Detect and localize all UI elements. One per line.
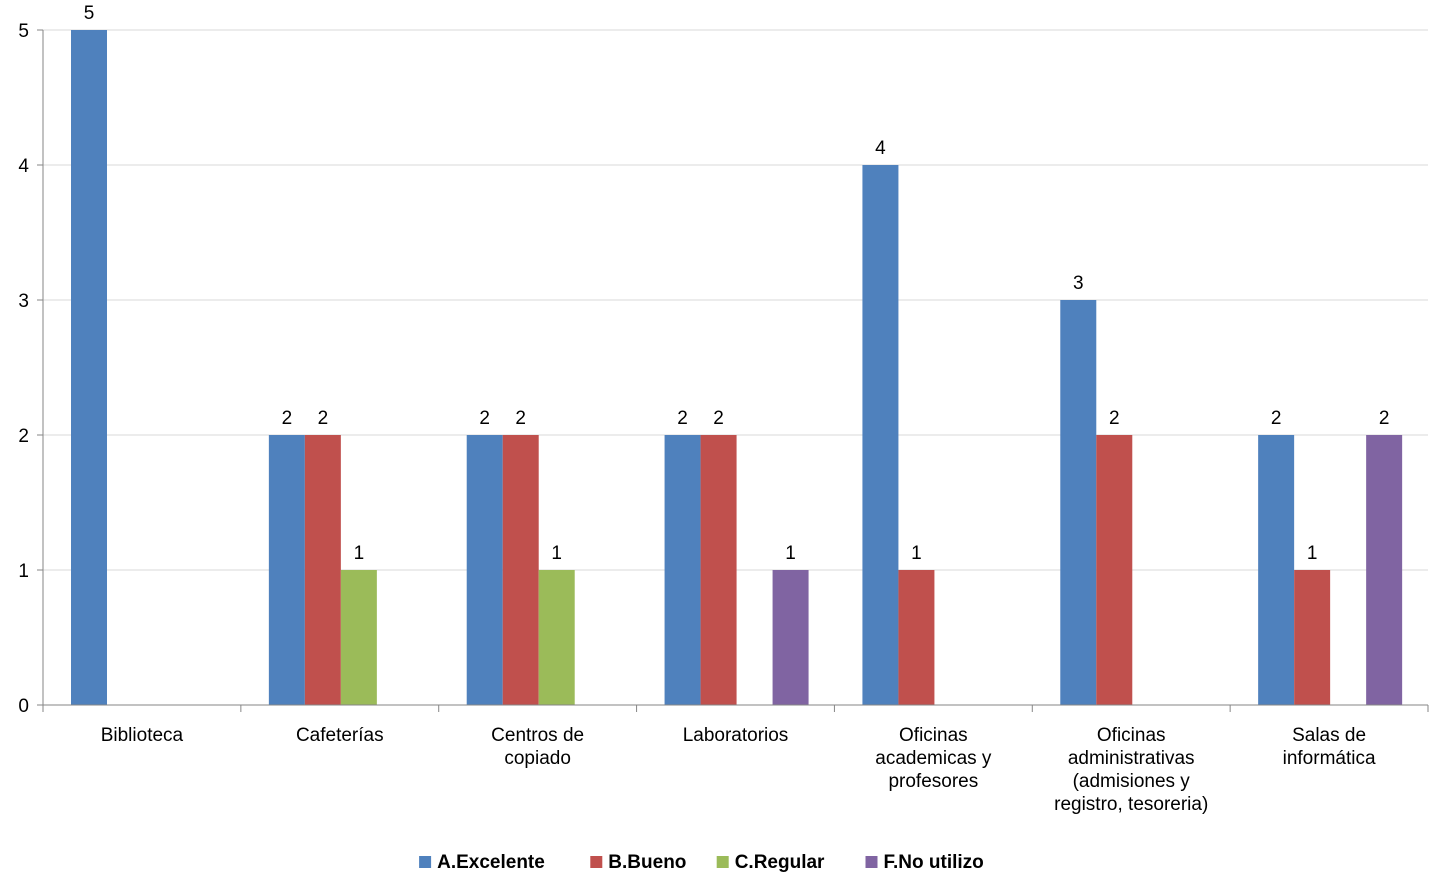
x-tick-label: Centros de copiado [491,725,584,769]
x-tick-label: Oficinas administrativas (admisiones y regi… [1054,725,1208,815]
axes: 0 1 2 3 4 5 Biblioteca Cafeterías Centros de copi… [18,21,1429,815]
data-label: 2 [282,408,293,429]
x-tick-label: Oficinas academicas y profesores [875,725,992,792]
bar [1258,435,1295,705]
bar [1294,570,1331,705]
legend: A.Excelente B.Bueno C.Regular F.No utilizo [419,852,984,873]
bar [898,570,935,705]
x-tick-label: Cafeterías [296,725,384,746]
y-tick-label: 4 [18,156,29,177]
data-label: 3 [1073,273,1084,294]
data-label: 2 [515,408,526,429]
legend-swatch [716,856,729,868]
data-labels: 5 2 2 1 2 2 1 2 2 1 4 1 3 2 2 1 2 [84,3,1390,564]
bars [71,30,1403,705]
y-tick-label: 5 [18,21,29,42]
bar [466,435,503,705]
data-label: 2 [677,408,688,429]
data-label: 2 [1271,408,1282,429]
legend-label: B.Bueno [608,852,686,873]
data-label: 2 [713,408,724,429]
bar [538,570,575,705]
data-label: 2 [1379,408,1390,429]
data-label: 1 [354,543,365,564]
data-label: 1 [551,543,562,564]
bar [664,435,701,705]
data-label: 4 [875,138,886,159]
bar [268,435,305,705]
data-label: 1 [1307,543,1318,564]
bar [340,570,377,705]
bar [502,435,539,705]
legend-label: C.Regular [735,852,825,873]
x-tick-label: Laboratorios [683,725,789,746]
bar [772,570,809,705]
y-tick-label: 0 [18,696,29,717]
legend-swatch [865,856,878,868]
data-label: 2 [318,408,329,429]
legend-label: A.Excelente [437,852,545,873]
x-tick-label: Biblioteca [101,725,184,746]
data-label: 5 [84,3,95,24]
y-tick-label: 2 [18,426,29,447]
bar [71,30,107,705]
data-label: 2 [1109,408,1120,429]
y-tick-label: 3 [18,291,29,312]
bar [304,435,341,705]
data-label: 1 [785,543,796,564]
y-tick-label: 1 [18,561,29,582]
bar [1096,435,1133,705]
legend-label: F.No utilizo [884,852,984,873]
x-tick-label: Salas de informática [1283,725,1376,769]
data-label: 1 [911,543,922,564]
legend-swatch [419,856,432,868]
legend-swatch [590,856,603,868]
data-label: 2 [479,408,490,429]
bar [700,435,737,705]
bar [1060,300,1097,705]
bar [1366,435,1403,705]
bar [862,165,899,705]
